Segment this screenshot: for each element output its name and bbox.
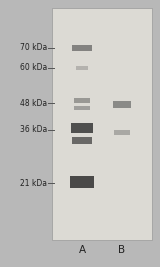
- Bar: [74, 97, 90, 103]
- Bar: [72, 45, 92, 51]
- Text: A: A: [78, 245, 86, 255]
- Text: 21 kDa: 21 kDa: [20, 179, 47, 187]
- Bar: [76, 66, 88, 70]
- Bar: [113, 100, 131, 108]
- Text: B: B: [118, 245, 126, 255]
- Text: 36 kDa: 36 kDa: [20, 125, 47, 135]
- Text: 48 kDa: 48 kDa: [20, 99, 47, 108]
- Bar: [71, 123, 93, 133]
- Bar: [74, 106, 90, 110]
- Bar: [114, 129, 130, 135]
- Text: 60 kDa: 60 kDa: [20, 64, 47, 73]
- Bar: [70, 176, 94, 188]
- Bar: [72, 136, 92, 143]
- Bar: [52, 8, 152, 240]
- Text: 70 kDa: 70 kDa: [20, 44, 47, 53]
